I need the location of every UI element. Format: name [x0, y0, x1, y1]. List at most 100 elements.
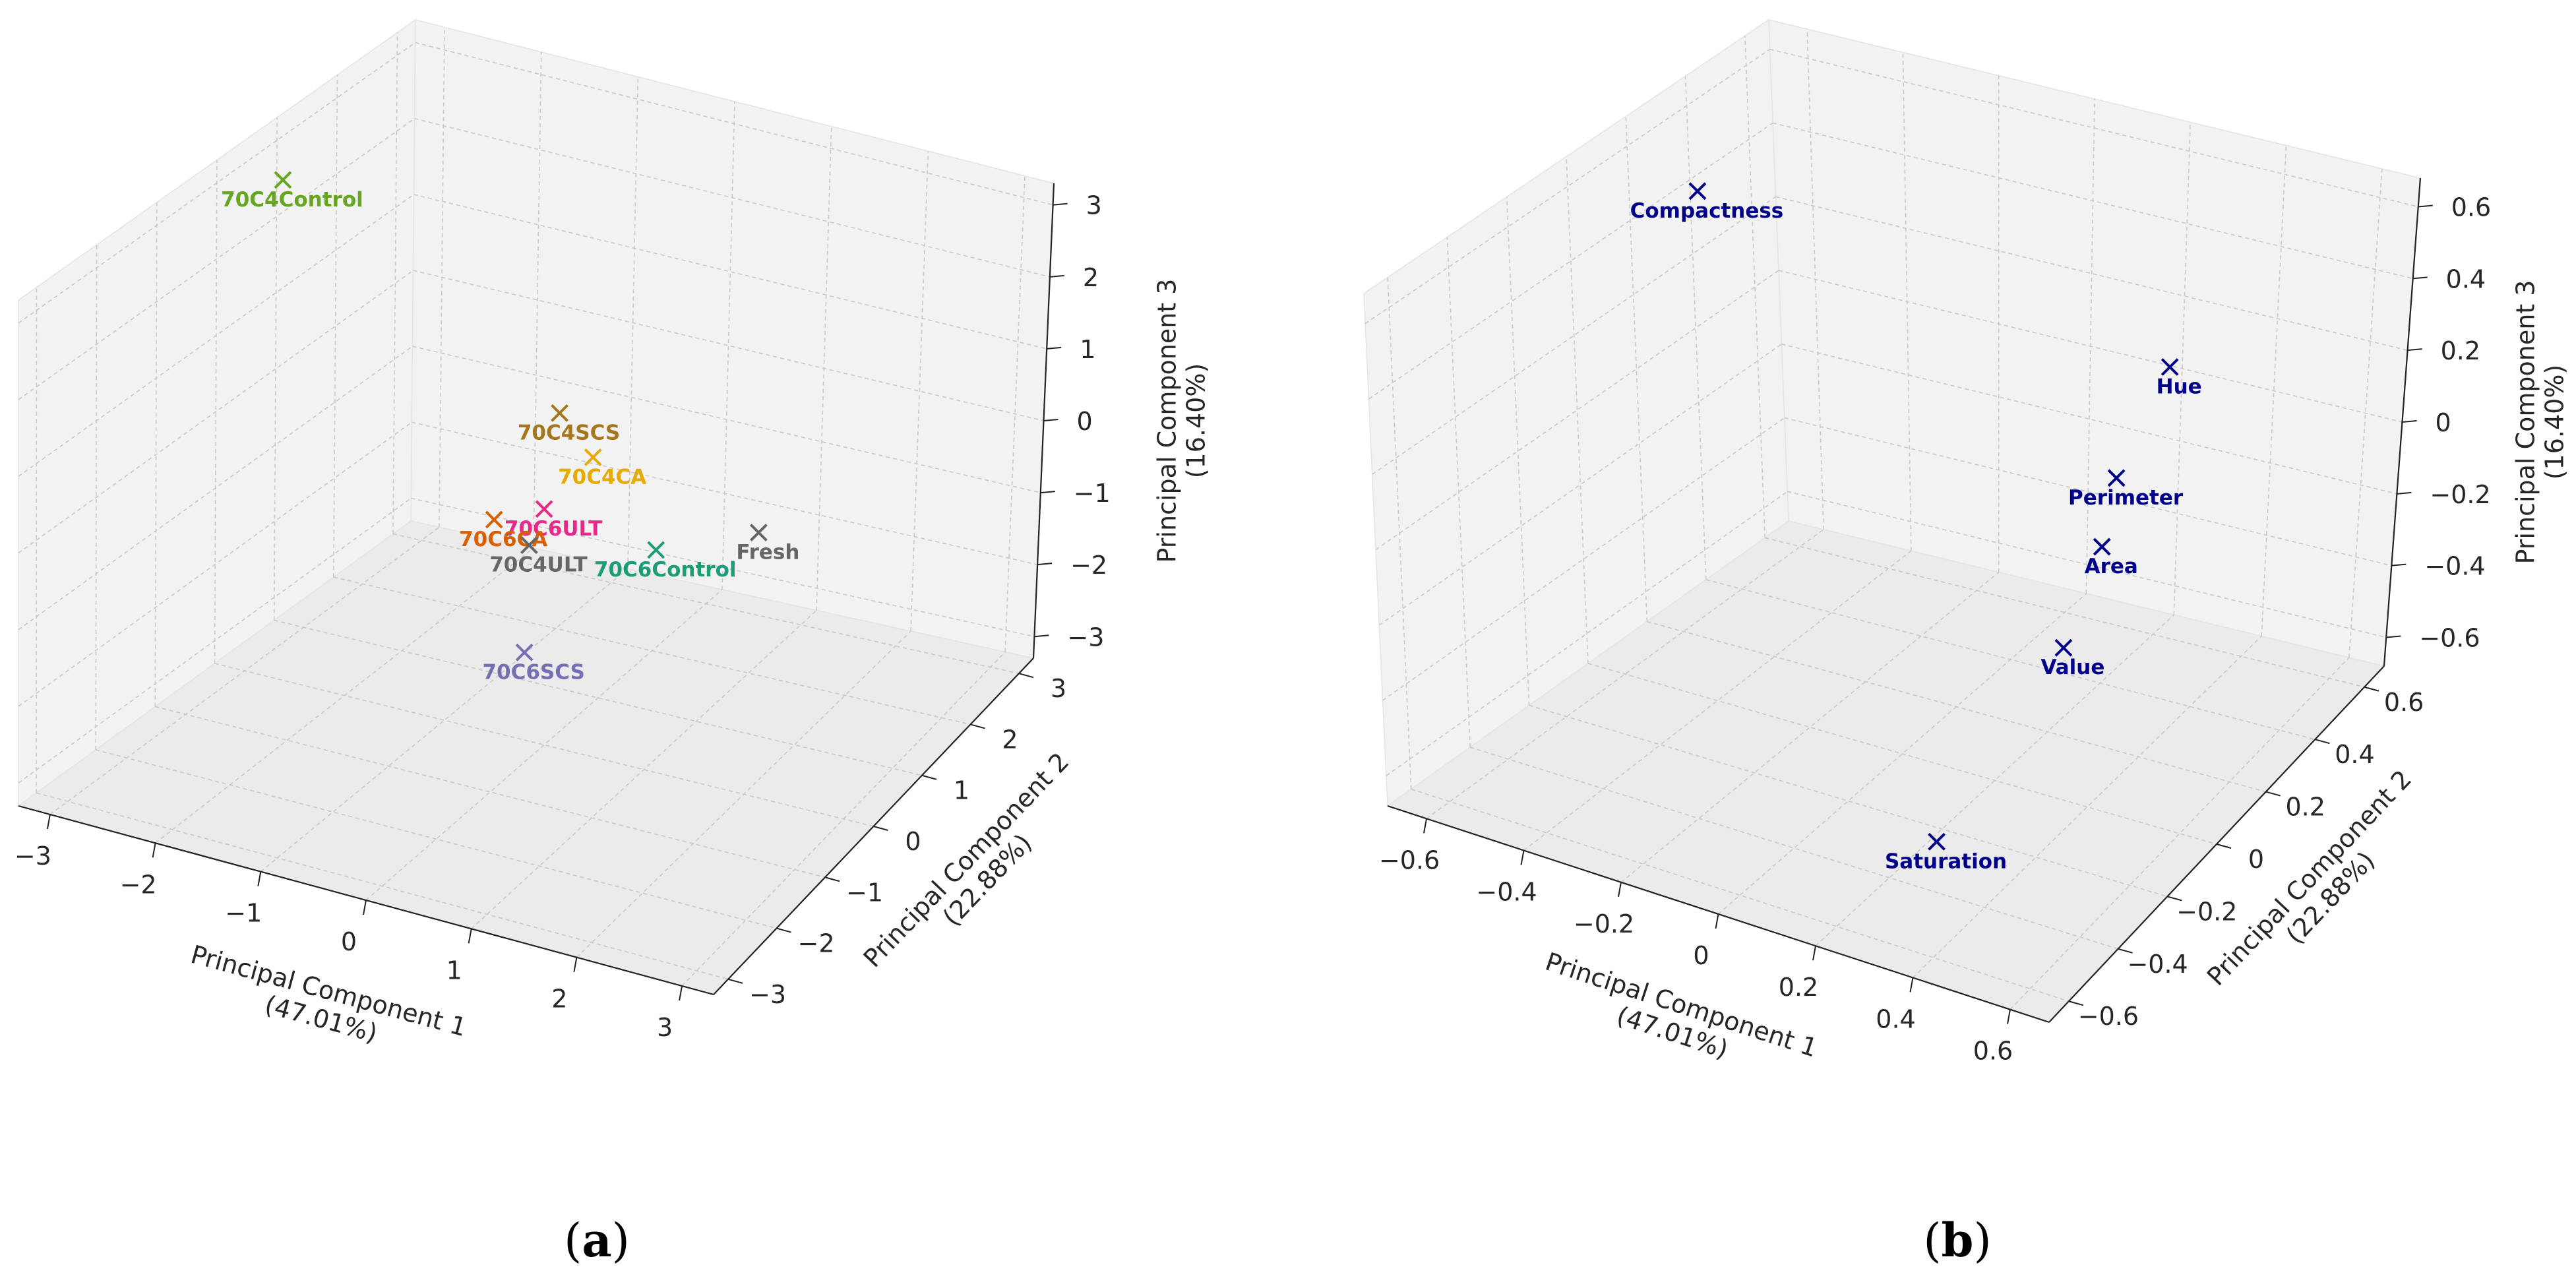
y-tick-mark: [2068, 1000, 2084, 1006]
y-tick-mark: [2118, 948, 2133, 954]
grid-line-z-back: [413, 270, 1044, 421]
z-tick-label: −0.2: [2430, 480, 2490, 509]
grid-line-z-back: [414, 117, 1051, 278]
grid-line-y-left: [1744, 36, 1766, 538]
x-tick-mark: [2007, 1009, 2011, 1024]
x-axis-label: Principal Component 1(47.01%): [180, 940, 470, 1070]
grid-line-z-back: [1778, 270, 2403, 423]
data-points: Compactness Hue Perimeter Area Value Saturati…: [1630, 182, 2202, 873]
z-tick-mark: [2407, 348, 2422, 352]
grid-line-y-left: [1446, 237, 1471, 748]
grid-line-y-left: [1387, 277, 1412, 789]
z-axis-label: Principal Component 3(16.40%): [1153, 279, 1211, 563]
z-tick-label: 0.6: [2451, 193, 2491, 222]
grid-line-x-floor: [1717, 593, 2087, 915]
z-tick-label: −0.6: [2419, 623, 2480, 652]
y-tick-mark: [2364, 686, 2379, 692]
grid-line-y-floor: [1765, 537, 2365, 688]
grid-line-z-back: [1784, 417, 2392, 567]
x-tick-label: −3: [15, 842, 51, 871]
point-marker: [2107, 469, 2126, 487]
x-tick-label: −0.2: [1574, 909, 1634, 938]
data-points: 70C4Control 70C4SCS 70C4CA 70C6ULT 70C6Contr…: [221, 171, 799, 684]
x-tick-label: 0.6: [1973, 1037, 2013, 1066]
grid-line-y-floor: [333, 576, 971, 725]
grid-line-y-floor: [36, 792, 729, 980]
grid-line-y-floor: [95, 749, 777, 929]
grid-line-y-floor: [1529, 704, 2168, 898]
grid-line-y-left: [333, 75, 338, 578]
grid-line-z-left: [1378, 344, 1782, 626]
point-marker: [551, 404, 568, 422]
grid-line-z-left: [1375, 270, 1779, 551]
x-tick-label: −0.4: [1476, 878, 1537, 907]
chart-b: −0.6 −0.4 −0.2 0 0.2 0.4 0.6 −0.6 −0.4 −0.2 0 0.2 0.…: [1363, 18, 2569, 1091]
z-tick-mark: [2418, 204, 2433, 208]
grid-line-z-left: [18, 421, 412, 707]
grid-line-y-floor: [392, 533, 1020, 674]
point-marker: [647, 541, 665, 559]
x-tick-mark: [1520, 850, 1525, 865]
panel-label-a: (a): [564, 1213, 630, 1268]
y-tick-mark: [921, 774, 937, 780]
x-tick-label: −2: [120, 870, 157, 899]
point-label: 70C4Control: [221, 188, 363, 212]
grid-lines: [1365, 29, 2418, 1010]
grid-line-z-left: [18, 270, 414, 554]
grid-line-y-left: [1566, 156, 1589, 664]
y-tick-label: −0.4: [2127, 950, 2188, 979]
z-tick-label: 3: [1086, 191, 1102, 220]
grid-line-z-back: [412, 421, 1038, 565]
x-axis-label: Principal Component 1(47.01%): [1533, 947, 1821, 1091]
grid-line-z-back: [1769, 48, 2418, 208]
grid-line-z-left: [18, 118, 415, 400]
y-tick-label: 2: [1002, 725, 1018, 754]
z-tick-mark: [1040, 491, 1055, 494]
x-tick-mark: [1812, 946, 1816, 961]
y-tick-mark: [2216, 843, 2232, 849]
grid-line-y-left: [1625, 116, 1648, 622]
axis-panes: [17, 18, 1055, 995]
y-tick-mark: [727, 978, 743, 984]
z-tick-label: 0.4: [2446, 264, 2486, 293]
grid-lines: [18, 27, 1053, 987]
grid-line-x-back: [2173, 122, 2192, 615]
grid-line-z-left: [1382, 417, 1785, 701]
grid-line-z-left: [18, 194, 415, 477]
x-tick-mark: [573, 957, 578, 972]
point-label: 70C6Control: [594, 558, 737, 582]
y-tick-label: −3: [749, 980, 786, 1009]
grid-line-z-back: [415, 42, 1053, 206]
y-tick-label: 0: [905, 827, 921, 856]
x-tick-label: 2: [551, 985, 567, 1014]
point-marker: [584, 448, 602, 466]
grid-line-z-left: [1365, 49, 1771, 324]
grid-line-x-floor: [1523, 550, 1912, 851]
y-tick-label: −0.6: [2078, 1002, 2139, 1031]
x-tick-label: −0.6: [1379, 845, 1440, 874]
grid-line-y-left: [392, 32, 398, 534]
point-label: Perimeter: [2068, 486, 2184, 510]
y-tick-mark: [2265, 791, 2281, 797]
y-tick-mark: [776, 927, 791, 933]
z-tick-mark: [1037, 563, 1053, 566]
grid-line-x-floor: [1912, 636, 2262, 979]
z-tick-mark: [1034, 634, 1049, 638]
x-tick-mark: [257, 871, 262, 886]
grid-line-x-back: [721, 101, 735, 590]
grid-line-z-back: [1772, 122, 2413, 280]
x-tick-label: 0: [1693, 941, 1709, 970]
z-tick-mark: [1047, 346, 1062, 350]
point-label: Fresh: [736, 541, 799, 565]
grid-line-y-floor: [1587, 663, 2217, 845]
z-tick-label: 1: [1080, 335, 1095, 364]
point-label: 70C4ULT: [489, 553, 587, 577]
point-marker: [2161, 358, 2179, 376]
z-tick-label: −1: [1074, 479, 1111, 508]
point-marker: [2093, 537, 2111, 556]
grid-line-z-left: [1372, 196, 1777, 475]
point-marker: [1688, 182, 1707, 200]
grid-line-z-left: [1368, 122, 1773, 400]
grid-line-y-floor: [1705, 579, 2315, 740]
grid-line-x-back: [2261, 145, 2287, 636]
